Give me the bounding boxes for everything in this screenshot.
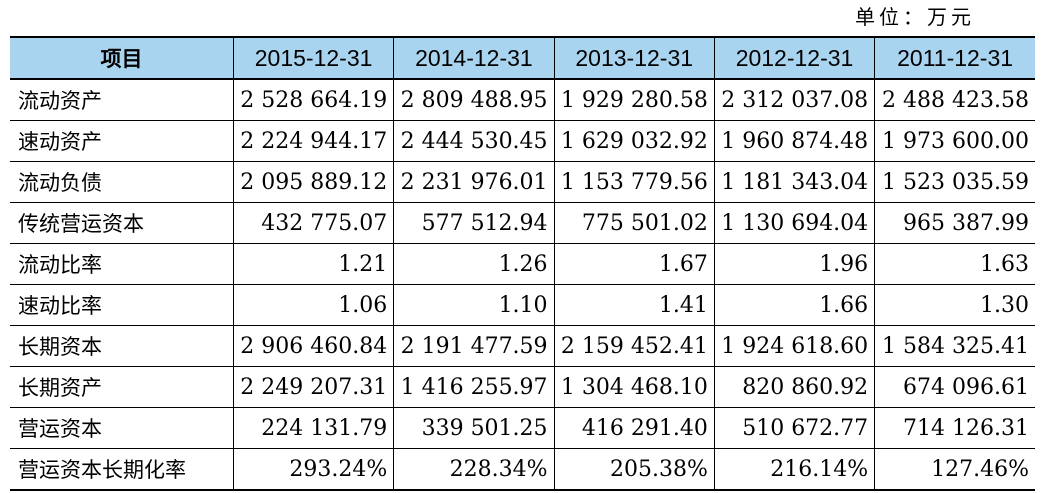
table-row: 流动比率 1.21 1.26 1.67 1.96 1.63	[10, 243, 1035, 285]
table-cell: 1.10	[393, 284, 555, 326]
table-cell: 2 488 423.58	[874, 78, 1035, 121]
table-cell: 1.66	[713, 284, 875, 326]
row-label: 流动负债	[10, 161, 234, 203]
table-cell: 416 291.40	[553, 407, 715, 449]
table-row: 长期资产 2 249 207.31 1 416 255.97 1 304 468…	[10, 366, 1035, 408]
table-cell: 1 153 779.56	[553, 161, 715, 203]
table-cell: 339 501.25	[393, 407, 555, 449]
header-2012: 2012-12-31	[713, 36, 875, 80]
row-label: 速动资产	[10, 120, 234, 162]
table-cell: 2 191 477.59	[393, 325, 555, 367]
row-label: 营运资本长期化率	[10, 448, 234, 491]
table-cell: 1.63	[874, 243, 1035, 285]
table-row: 速动资产 2 224 944.17 2 444 530.45 1 629 032…	[10, 120, 1035, 162]
table-cell: 820 860.92	[713, 366, 875, 408]
table-cell: 228.34%	[393, 448, 555, 491]
table-cell: 2 224 944.17	[232, 120, 394, 162]
header-2013: 2013-12-31	[553, 36, 715, 80]
row-label: 长期资本	[10, 325, 234, 367]
table-cell: 2 809 488.95	[393, 78, 555, 121]
header-2011: 2011-12-31	[874, 36, 1035, 80]
table-cell: 1 973 600.00	[874, 120, 1035, 162]
table-cell: 432 775.07	[232, 202, 394, 244]
table-cell: 1.21	[232, 243, 394, 285]
table-header-row: 项目 2015-12-31 2014-12-31 2013-12-31 2012…	[10, 36, 1035, 80]
table-cell: 1 929 280.58	[553, 78, 715, 121]
table-cell: 1 629 032.92	[553, 120, 715, 162]
financial-table: 项目 2015-12-31 2014-12-31 2013-12-31 2012…	[10, 36, 1035, 491]
table-cell: 2 159 452.41	[553, 325, 715, 367]
table-cell: 775 501.02	[553, 202, 715, 244]
table-row: 流动负债 2 095 889.12 2 231 976.01 1 153 779…	[10, 161, 1035, 203]
table-cell: 1.96	[713, 243, 875, 285]
table-cell: 1 523 035.59	[874, 161, 1035, 203]
table-cell: 216.14%	[713, 448, 875, 491]
header-2015: 2015-12-31	[232, 36, 394, 80]
table-cell: 1 304 468.10	[553, 366, 715, 408]
row-label: 速动比率	[10, 284, 234, 326]
table-cell: 714 126.31	[874, 407, 1035, 449]
row-label: 流动比率	[10, 243, 234, 285]
table-row: 长期资本 2 906 460.84 2 191 477.59 2 159 452…	[10, 325, 1035, 367]
table-cell: 1.26	[393, 243, 555, 285]
table-cell: 1 130 694.04	[713, 202, 875, 244]
table-row: 营运资本长期化率 293.24% 228.34% 205.38% 216.14%…	[10, 448, 1035, 491]
table-cell: 1 584 325.41	[874, 325, 1035, 367]
table-cell: 2 312 037.08	[713, 78, 875, 121]
table-cell: 2 231 976.01	[393, 161, 555, 203]
table-cell: 965 387.99	[874, 202, 1035, 244]
table-cell: 674 096.61	[874, 366, 1035, 408]
table-row: 速动比率 1.06 1.10 1.41 1.66 1.30	[10, 284, 1035, 326]
header-item: 项目	[10, 36, 234, 80]
table-cell: 510 672.77	[713, 407, 875, 449]
table-cell: 1 924 618.60	[713, 325, 875, 367]
table-cell: 1 416 255.97	[393, 366, 555, 408]
table-cell: 577 512.94	[393, 202, 555, 244]
row-label: 营运资本	[10, 407, 234, 449]
table-cell: 127.46%	[874, 448, 1035, 491]
unit-note: 单位：万元	[855, 5, 975, 29]
table-cell: 224 131.79	[232, 407, 394, 449]
row-label: 流动资产	[10, 78, 234, 121]
table-cell: 2 906 460.84	[232, 325, 394, 367]
table-cell: 2 444 530.45	[393, 120, 555, 162]
table-cell: 1 960 874.48	[713, 120, 875, 162]
row-label: 长期资产	[10, 366, 234, 408]
table-row: 流动资产 2 528 664.19 2 809 488.95 1 929 280…	[10, 78, 1035, 121]
row-label: 传统营运资本	[10, 202, 234, 244]
header-2014: 2014-12-31	[393, 36, 555, 80]
table-cell: 205.38%	[553, 448, 715, 491]
table-cell: 2 528 664.19	[232, 78, 394, 121]
table-row: 传统营运资本 432 775.07 577 512.94 775 501.02 …	[10, 202, 1035, 244]
table-cell: 1.06	[232, 284, 394, 326]
table-row: 营运资本 224 131.79 339 501.25 416 291.40 51…	[10, 407, 1035, 449]
table-cell: 1.30	[874, 284, 1035, 326]
table-cell: 1.67	[553, 243, 715, 285]
table-cell: 2 249 207.31	[232, 366, 394, 408]
table-cell: 293.24%	[232, 448, 394, 491]
table-cell: 1.41	[553, 284, 715, 326]
table-cell: 2 095 889.12	[232, 161, 394, 203]
table-cell: 1 181 343.04	[713, 161, 875, 203]
